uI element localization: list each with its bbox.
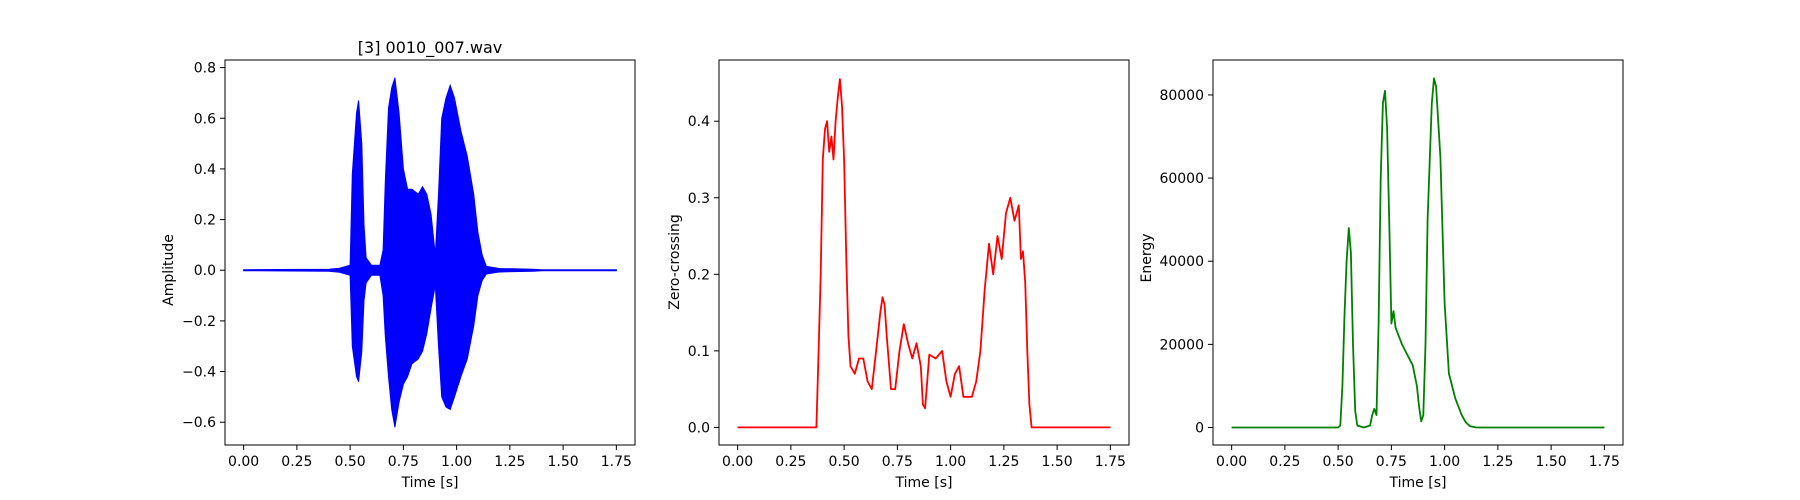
energy-xtick-label: 0.00 <box>1216 454 1247 470</box>
zero-crossing-plot: 0.00 0.25 0.50 0.75 1.00 1.25 1.50 1.75 0.0 0.1 0.… <box>688 59 1130 470</box>
amplitude-xtick-label: 0.00 <box>228 454 259 470</box>
zero-crossing-xtick-label: 0.25 <box>775 454 806 470</box>
energy-xlabel: Time [s] <box>1389 475 1447 491</box>
amplitude-ytick-label: −0.2 <box>182 314 216 330</box>
amplitude-xtick-label: 0.25 <box>281 454 312 470</box>
amplitude-waveform <box>243 77 617 428</box>
amplitude-xtick-label: 1.25 <box>494 454 525 470</box>
amplitude-xtick-label: 1.75 <box>601 454 632 470</box>
amplitude-panel: [3] 0010_007.wav Time [s] Amplitude 0.00… <box>161 38 636 491</box>
amplitude-ytick-label: −0.4 <box>182 365 216 381</box>
energy-series-group <box>1231 77 1605 429</box>
amplitude-plot: 0.00 0.25 0.50 0.75 1.00 1.25 1.50 1.75 −0.6 −0.4… <box>182 59 636 470</box>
energy-panel: Time [s] Energy 0.00 0.25 0.50 0.75 1.00 1.25… <box>1139 59 1624 491</box>
amplitude-ytick-label: 0.6 <box>194 111 216 127</box>
zero-crossing-xlabel: Time [s] <box>895 475 953 491</box>
energy-xtick-label: 1.50 <box>1536 454 1567 470</box>
zero-crossing-xtick-label: 0.50 <box>829 454 860 470</box>
energy-xtick-label: 0.75 <box>1376 454 1407 470</box>
energy-series-line <box>1231 77 1605 429</box>
zero-crossing-ytick-label: 0.1 <box>688 344 710 360</box>
zero-crossing-ytick-label: 0.0 <box>688 420 710 436</box>
energy-xtick-label: 0.50 <box>1323 454 1354 470</box>
amplitude-xtick-label: 1.50 <box>548 454 579 470</box>
zero-crossing-xtick-label: 0.00 <box>722 454 753 470</box>
zero-crossing-series-group <box>737 78 1111 429</box>
zero-crossing-series-line <box>737 78 1111 429</box>
amplitude-ytick-label: 0.4 <box>194 162 216 178</box>
zero-crossing-axes-frame <box>718 59 1130 446</box>
zero-crossing-ytick-label: 0.2 <box>688 267 710 283</box>
energy-ytick-label: 60000 <box>1159 171 1204 187</box>
amplitude-ytick-label: 0.2 <box>194 213 216 229</box>
energy-ylabel: Energy <box>1139 233 1155 282</box>
amplitude-ytick-label: 0.0 <box>194 263 216 279</box>
zero-crossing-panel: Time [s] Zero-crossing 0.00 0.25 0.50 0.75 1… <box>667 59 1130 491</box>
amplitude-xtick-label: 0.75 <box>388 454 419 470</box>
zero-crossing-xtick-label: 0.75 <box>882 454 913 470</box>
amplitude-xtick-label: 0.50 <box>335 454 366 470</box>
energy-xtick-label: 1.25 <box>1482 454 1513 470</box>
zero-crossing-ylabel: Zero-crossing <box>667 214 683 309</box>
energy-ytick-label: 0 <box>1195 421 1204 437</box>
zero-crossing-xtick-label: 1.25 <box>988 454 1019 470</box>
energy-ytick-label: 40000 <box>1159 254 1204 270</box>
zero-crossing-ytick-label: 0.3 <box>688 191 710 207</box>
amplitude-axes-frame <box>224 59 636 446</box>
amplitude-xtick-label: 1.00 <box>441 454 472 470</box>
amplitude-series-group <box>243 77 617 428</box>
amplitude-ylabel: Amplitude <box>161 234 177 306</box>
energy-xtick-label: 0.25 <box>1269 454 1300 470</box>
energy-xtick-label: 1.00 <box>1429 454 1460 470</box>
amplitude-xlabel: Time [s] <box>401 475 459 491</box>
amplitude-ytick-label: −0.6 <box>182 415 216 431</box>
zero-crossing-ytick-label: 0.4 <box>688 114 710 130</box>
energy-ytick-label: 80000 <box>1159 88 1204 104</box>
energy-xtick-label: 1.75 <box>1589 454 1620 470</box>
zero-crossing-xtick-label: 1.75 <box>1095 454 1126 470</box>
zero-crossing-xtick-label: 1.00 <box>935 454 966 470</box>
energy-plot: 0.00 0.25 0.50 0.75 1.00 1.25 1.50 1.75 0 20000 40… <box>1159 59 1624 470</box>
energy-axes-frame <box>1212 59 1624 446</box>
amplitude-chart-title: [3] 0010_007.wav <box>358 38 502 58</box>
energy-ytick-label: 20000 <box>1159 337 1204 353</box>
amplitude-ytick-label: 0.8 <box>194 61 216 77</box>
zero-crossing-xtick-label: 1.50 <box>1042 454 1073 470</box>
